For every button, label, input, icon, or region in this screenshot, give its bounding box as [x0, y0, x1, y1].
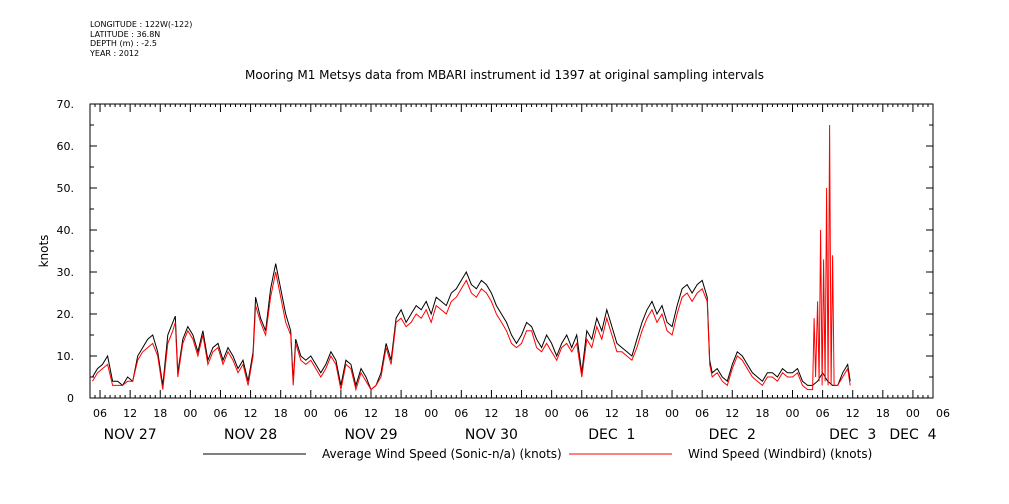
- x-hour-label: 06: [454, 407, 468, 420]
- x-date-label: NOV 28: [224, 427, 277, 443]
- y-tick-label: 50.: [57, 182, 75, 195]
- x-hour-label: 12: [725, 407, 739, 420]
- y-tick-label: 70.: [57, 98, 75, 111]
- y-tick-label: 30.: [57, 266, 75, 279]
- x-date-label: NOV 29: [344, 427, 397, 443]
- x-hour-label: 18: [755, 407, 769, 420]
- x-hour-label: 18: [876, 407, 890, 420]
- x-hour-label: 00: [786, 407, 800, 420]
- x-hour-label: 12: [244, 407, 258, 420]
- x-hour-label: 06: [816, 407, 830, 420]
- x-hour-label: 18: [274, 407, 288, 420]
- x-hour-label: 12: [484, 407, 498, 420]
- x-hour-label: 18: [635, 407, 649, 420]
- legend: Average Wind Speed (Sonic-n/a) (knots) W…: [203, 447, 872, 461]
- x-axis: 06 12 18 00 06 12 18 00 06 12 18 00 06 12 18 00 06 12 18 00…: [89, 104, 950, 443]
- x-hour-label: 06: [695, 407, 709, 420]
- x-hour-label: 00: [545, 407, 559, 420]
- x-hour-label: 12: [605, 407, 619, 420]
- x-hour-label: 00: [665, 407, 679, 420]
- y-tick-label: 60.: [57, 140, 75, 153]
- plot-frame: [89, 103, 934, 399]
- legend-label-average: Average Wind Speed (Sonic-n/a) (knots): [322, 447, 562, 461]
- x-date-label: NOV 27: [104, 427, 157, 443]
- year-label: YEAR : 2012: [90, 48, 140, 58]
- metadata-block: LONGITUDE : 122W(-122) LATITUDE : 36.8N …: [90, 20, 192, 58]
- x-hour-label: 06: [93, 407, 107, 420]
- x-date-label: DEC 3: [829, 427, 876, 443]
- x-hour-label: 12: [123, 407, 137, 420]
- y-axis-label: knots: [37, 235, 51, 268]
- series-line-average-wind-speed: [92, 263, 851, 391]
- x-date-label: DEC 4: [889, 427, 936, 443]
- x-hour-label: 00: [424, 407, 438, 420]
- y-tick-label: 10.: [57, 350, 75, 363]
- series-group: [92, 124, 851, 392]
- depth-label: DEPTH (m) : -2.5: [90, 39, 157, 48]
- longitude-label: LONGITUDE : 122W(-122): [90, 20, 193, 29]
- x-hour-label: 12: [364, 407, 378, 420]
- x-hour-label: 18: [515, 407, 529, 420]
- x-date-label: DEC 1: [588, 427, 635, 443]
- x-hour-label: 06: [213, 407, 227, 420]
- y-axis: 0 10. 20. 30. 40. 50. 60. 70.: [57, 98, 933, 405]
- x-hour-label: 06: [936, 407, 950, 420]
- x-date-label: DEC 2: [709, 427, 756, 443]
- x-hour-label: 06: [575, 407, 589, 420]
- x-hour-label: 06: [334, 407, 348, 420]
- series-line-windbird-wind-speed: [92, 124, 851, 392]
- y-tick-label: 0: [67, 392, 74, 405]
- x-hour-label: 18: [153, 407, 167, 420]
- y-tick-label: 40.: [57, 224, 75, 237]
- x-hour-label: 00: [304, 407, 318, 420]
- x-hour-label: 00: [906, 407, 920, 420]
- chart-title: Mooring M1 Metsys data from MBARI instru…: [245, 68, 764, 82]
- x-hour-label: 12: [846, 407, 860, 420]
- latitude-label: LATITUDE : 36.8N: [90, 29, 161, 39]
- legend-label-windbird: Wind Speed (Windbird) (knots): [688, 447, 872, 461]
- y-tick-label: 20.: [57, 308, 75, 321]
- x-date-label: NOV 30: [465, 427, 518, 443]
- x-hour-label: 00: [183, 407, 197, 420]
- x-hour-label: 18: [394, 407, 408, 420]
